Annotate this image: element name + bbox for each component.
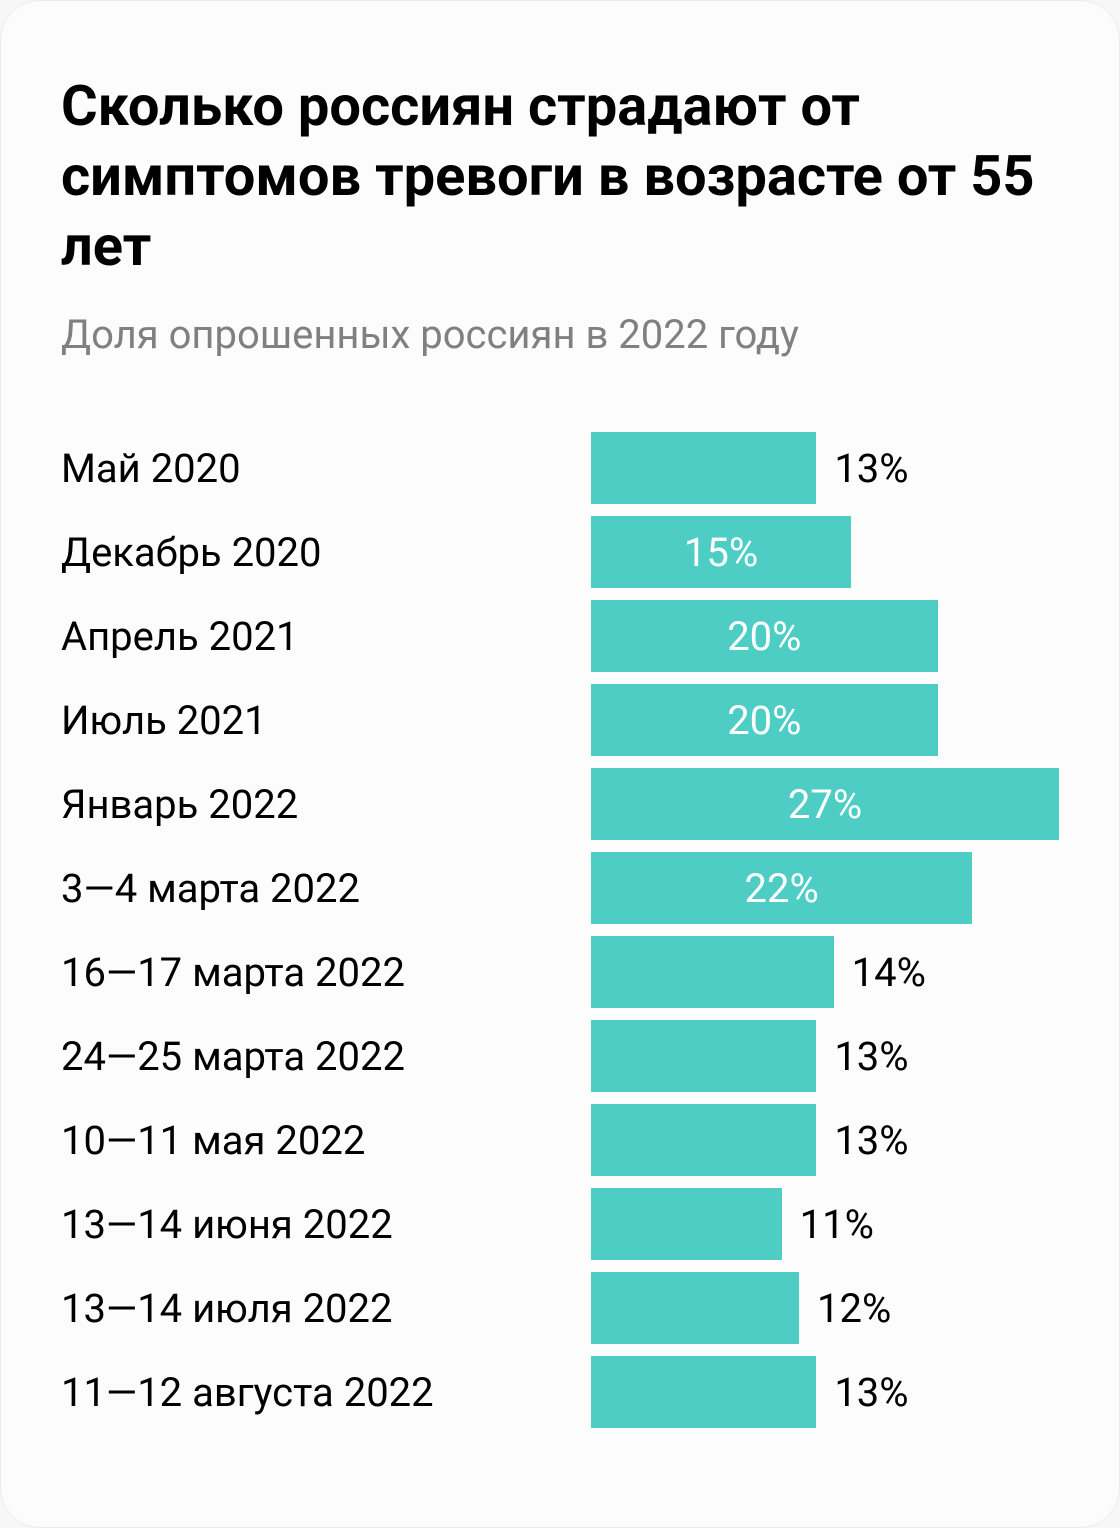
bar: 13% (591, 1104, 816, 1176)
bar: 13% (591, 432, 816, 504)
bar-container: 13% (591, 1356, 1059, 1428)
bar-container: 12% (591, 1272, 1059, 1344)
bar-container: 13% (591, 432, 1059, 504)
chart-row: Май 202013% (61, 428, 1059, 508)
bar: 27% (591, 768, 1059, 840)
chart-row: 24—25 марта 202213% (61, 1016, 1059, 1096)
bar-value: 11% (800, 1201, 874, 1248)
bar-value: 13% (834, 1369, 908, 1416)
bar-container: 22% (591, 852, 1059, 924)
bar-value: 12% (817, 1285, 891, 1332)
row-label: 10—11 мая 2022 (61, 1117, 591, 1164)
chart-row: Январь 2022 27% (61, 764, 1059, 844)
bar-value: 13% (834, 445, 908, 492)
bar: 20% (591, 684, 938, 756)
bar-value: 20% (727, 697, 801, 744)
row-label: Июль 2021 (61, 697, 591, 744)
row-label: Май 2020 (61, 445, 591, 492)
chart-row: 3—4 марта 2022 22% (61, 848, 1059, 928)
bar: 15% (591, 516, 851, 588)
row-label: 11—12 августа 2022 (61, 1369, 591, 1416)
chart-row: 11—12 августа 202213% (61, 1352, 1059, 1432)
row-label: 24—25 марта 2022 (61, 1033, 591, 1080)
bar-container: 14% (591, 936, 1059, 1008)
bar: 22% (591, 852, 972, 924)
bar-container: 27% (591, 768, 1059, 840)
bar: 11% (591, 1188, 782, 1260)
bar-value: 15% (684, 529, 758, 576)
bar-container: 15% (591, 516, 1059, 588)
row-label: Апрель 2021 (61, 613, 591, 660)
row-label: 16—17 марта 2022 (61, 949, 591, 996)
chart-title: Сколько россиян страдают от симптомов тр… (61, 71, 1059, 281)
chart-row: 13—14 июля 202212% (61, 1268, 1059, 1348)
bar-value: 14% (852, 949, 926, 996)
row-label: 13—14 июля 2022 (61, 1285, 591, 1332)
bar-container: 13% (591, 1104, 1059, 1176)
row-label: Декабрь 2020 (61, 529, 591, 576)
bar-value: 13% (834, 1033, 908, 1080)
bar-value: 22% (745, 865, 819, 912)
bar-value: 20% (727, 613, 801, 660)
row-label: 3—4 марта 2022 (61, 865, 591, 912)
bar: 13% (591, 1020, 816, 1092)
row-label: 13—14 июня 2022 (61, 1201, 591, 1248)
bar-container: 20% (591, 684, 1059, 756)
chart-row: 16—17 марта 202214% (61, 932, 1059, 1012)
chart-row: 13—14 июня 202211% (61, 1184, 1059, 1264)
chart-row: 10—11 мая 202213% (61, 1100, 1059, 1180)
bar: 12% (591, 1272, 799, 1344)
chart-row: Декабрь 2020 15% (61, 512, 1059, 592)
chart-subtitle: Доля опрошенных россиян в 2022 году (61, 311, 1059, 358)
bar-container: 20% (591, 600, 1059, 672)
bar-container: 13% (591, 1020, 1059, 1092)
bar-value: 13% (834, 1117, 908, 1164)
chart-row: Апрель 2021 20% (61, 596, 1059, 676)
chart-row: Июль 2021 20% (61, 680, 1059, 760)
bar-chart: Май 202013%Декабрь 202015%Апрель 202120%… (61, 428, 1059, 1432)
bar-value: 27% (788, 781, 862, 828)
bar-container: 11% (591, 1188, 1059, 1260)
bar: 14% (591, 936, 834, 1008)
chart-card: Сколько россиян страдают от симптомов тр… (0, 0, 1120, 1528)
bar: 20% (591, 600, 938, 672)
row-label: Январь 2022 (61, 781, 591, 828)
bar: 13% (591, 1356, 816, 1428)
